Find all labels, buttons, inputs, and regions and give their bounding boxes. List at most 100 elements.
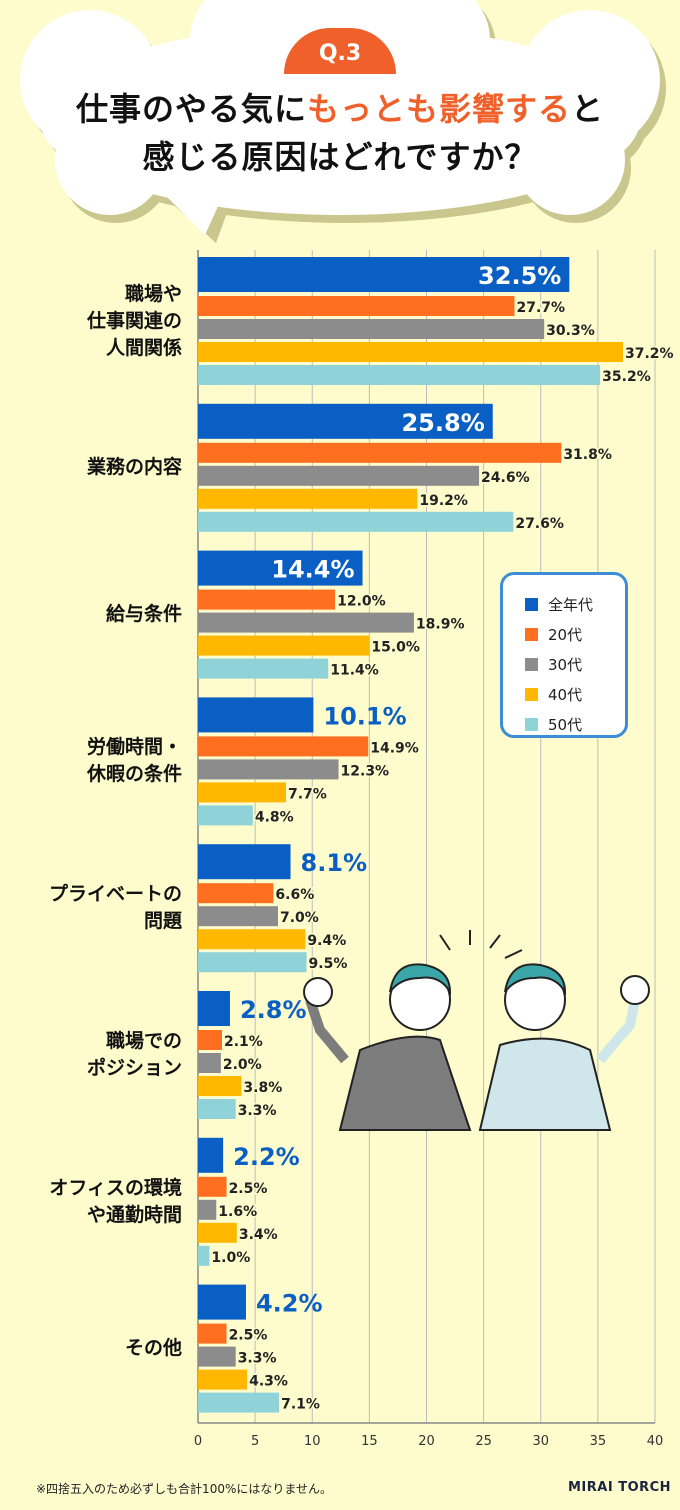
x-tick-label: 25 bbox=[475, 1434, 492, 1449]
x-tick-label: 0 bbox=[194, 1434, 202, 1449]
data-label: 2.1% bbox=[224, 1034, 263, 1050]
businessmen-illustration bbox=[303, 930, 650, 1131]
data-label: 2.5% bbox=[229, 1328, 268, 1344]
bar-30代 bbox=[198, 319, 545, 339]
data-label: 15.0% bbox=[371, 640, 420, 656]
data-label: 11.4% bbox=[330, 663, 379, 679]
brand-logo: MIRAI TORCH bbox=[568, 1480, 672, 1495]
speech-bubble bbox=[20, 0, 666, 243]
data-label: 7.0% bbox=[280, 910, 319, 926]
data-label: 10.1% bbox=[323, 702, 406, 730]
bar-50代 bbox=[198, 1099, 236, 1119]
category-label: オフィスの環境 や通勤時間 bbox=[49, 1176, 182, 1226]
x-tick-label: 20 bbox=[418, 1434, 435, 1449]
data-label: 31.8% bbox=[563, 447, 612, 463]
title-line-2: 感じる原因はどれですか？ bbox=[142, 138, 538, 176]
category-label: プライベートの 問題 bbox=[48, 883, 182, 933]
legend-swatch bbox=[525, 687, 538, 701]
data-label: 2.2% bbox=[233, 1143, 300, 1171]
x-tick-label: 40 bbox=[647, 1434, 664, 1449]
bar-20代 bbox=[198, 1030, 222, 1050]
category-label: 業務の内容 bbox=[86, 456, 182, 479]
data-label: 14.9% bbox=[370, 740, 419, 756]
legend-swatch bbox=[525, 657, 538, 671]
bar-30代 bbox=[198, 1199, 217, 1220]
bar-全年代 bbox=[198, 403, 493, 439]
category-label: 給与条件 bbox=[105, 603, 182, 626]
data-label: 30.3% bbox=[546, 323, 595, 339]
bar-40代 bbox=[198, 1369, 248, 1390]
x-tick-label: 35 bbox=[590, 1434, 607, 1449]
data-label: 8.1% bbox=[301, 849, 368, 877]
title-part: 仕事のやる気に bbox=[75, 90, 307, 128]
legend-label: 全年代 bbox=[548, 595, 594, 614]
data-label: 12.3% bbox=[341, 763, 390, 779]
data-label: 3.3% bbox=[238, 1103, 277, 1119]
bar-30代 bbox=[198, 465, 480, 486]
legend: 全年代 20代 30代 40代 50代 bbox=[500, 572, 628, 738]
bar-40代 bbox=[198, 635, 370, 656]
bar-20代 bbox=[198, 883, 274, 904]
category-label: 職場での ポジション bbox=[86, 1030, 182, 1079]
data-label: 6.6% bbox=[275, 887, 314, 903]
x-tick-label: 10 bbox=[304, 1434, 321, 1449]
bar-40代 bbox=[198, 342, 624, 362]
bar-40代 bbox=[198, 1222, 237, 1243]
bar-30代 bbox=[198, 1053, 221, 1073]
data-label: 24.6% bbox=[481, 470, 530, 486]
bar-40代 bbox=[198, 1076, 242, 1096]
bar-50代 bbox=[198, 511, 514, 532]
data-label: 18.9% bbox=[416, 617, 465, 633]
data-label: 7.7% bbox=[288, 786, 327, 802]
legend-item: 40代 bbox=[525, 679, 625, 709]
data-label: 1.6% bbox=[218, 1204, 257, 1220]
bar-50代 bbox=[198, 1392, 280, 1413]
title-part: と bbox=[571, 90, 605, 128]
bar-50代 bbox=[198, 658, 329, 679]
data-label: 3.8% bbox=[243, 1080, 282, 1096]
category-label: 労働時間・ 休暇の条件 bbox=[86, 736, 182, 786]
bar-chart: 0 5 10 15 20 25 30 35 40 32.5% 27.7% 30.3% 37.2% 35.2… bbox=[194, 250, 675, 1449]
bar-20代 bbox=[198, 442, 562, 463]
bar-30代 bbox=[198, 906, 278, 927]
bar-全年代 bbox=[198, 697, 314, 733]
title-highlight: もっとも影響する bbox=[306, 90, 571, 128]
data-label: 7.1% bbox=[281, 1397, 320, 1413]
data-label: 14.4% bbox=[271, 556, 354, 584]
bar-20代 bbox=[198, 589, 336, 610]
bar-全年代 bbox=[198, 257, 570, 292]
title-line-1: 仕事のやる気にもっとも影響すると bbox=[0, 84, 680, 130]
bar-40代 bbox=[198, 929, 306, 950]
data-label: 35.2% bbox=[602, 369, 651, 385]
bar-50代 bbox=[198, 1245, 210, 1266]
bar-全年代 bbox=[198, 550, 363, 586]
data-label: 27.6% bbox=[515, 516, 564, 532]
data-label: 2.8% bbox=[240, 996, 307, 1024]
data-label: 9.4% bbox=[307, 933, 346, 949]
bar-30代 bbox=[198, 759, 339, 780]
category-label: 職場や 仕事関連の 人間関係 bbox=[86, 282, 182, 359]
data-label: 3.4% bbox=[239, 1227, 278, 1243]
legend-item: 全年代 bbox=[525, 589, 625, 619]
bar-全年代 bbox=[198, 844, 291, 880]
legend-swatch bbox=[525, 717, 538, 731]
data-label: 2.0% bbox=[223, 1057, 262, 1073]
bar-50代 bbox=[198, 365, 601, 385]
bar-40代 bbox=[198, 488, 418, 509]
data-label: 12.0% bbox=[337, 594, 386, 610]
legend-label: 50代 bbox=[548, 715, 583, 734]
data-label: 1.0% bbox=[211, 1250, 250, 1266]
bar-全年代 bbox=[198, 991, 230, 1026]
legend-label: 20代 bbox=[548, 625, 583, 644]
legend-swatch bbox=[525, 597, 538, 611]
bar-20代 bbox=[198, 1323, 227, 1344]
data-label: 2.5% bbox=[229, 1181, 268, 1197]
bar-50代 bbox=[198, 952, 307, 973]
data-label: 3.3% bbox=[238, 1351, 277, 1367]
legend-item: 20代 bbox=[525, 619, 625, 649]
bar-50代 bbox=[198, 805, 253, 826]
x-tick-label: 5 bbox=[251, 1434, 259, 1449]
data-label: 27.7% bbox=[516, 300, 565, 316]
bar-20代 bbox=[198, 296, 515, 316]
data-label: 37.2% bbox=[625, 346, 674, 362]
